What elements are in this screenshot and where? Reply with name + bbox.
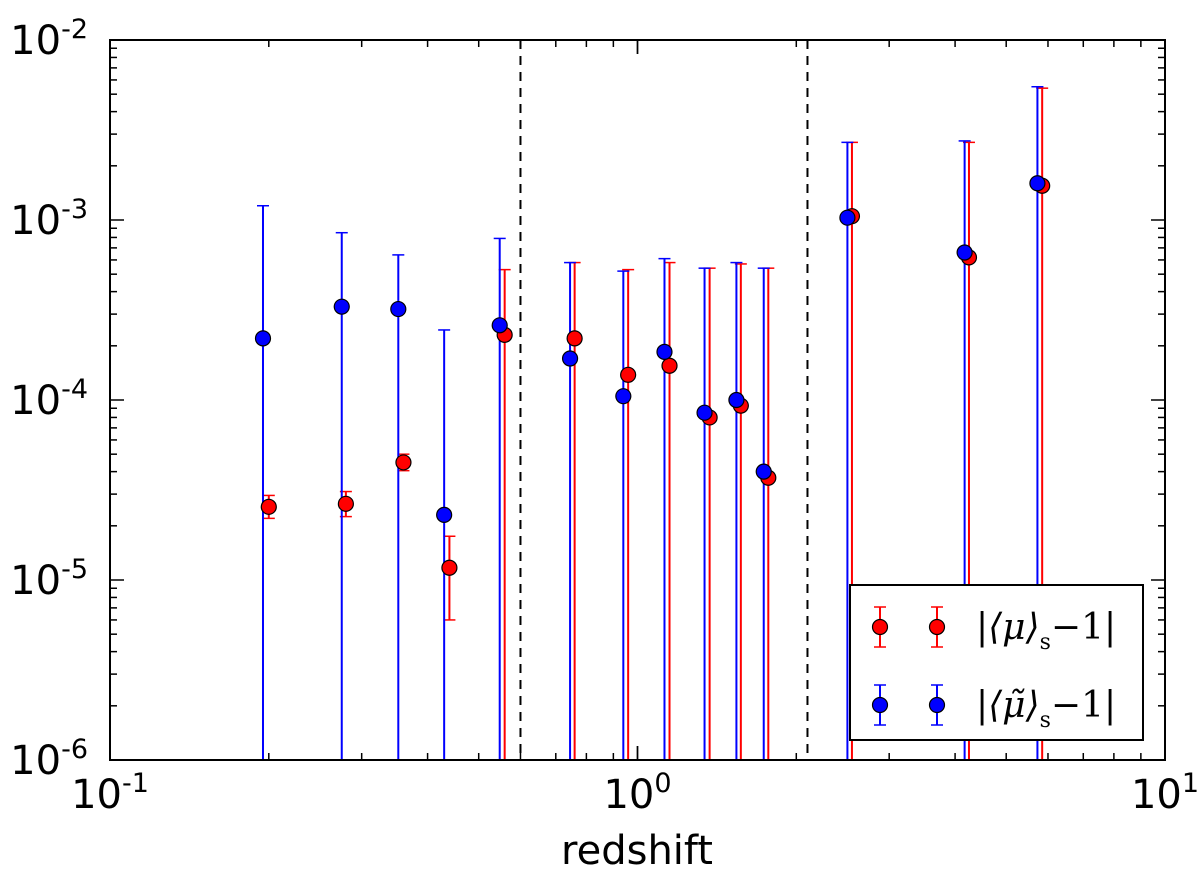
x-tick-label: 101 [1131,768,1199,818]
data-point [337,495,354,512]
data-point [696,404,713,421]
data-point [661,357,678,374]
data-point [254,330,272,347]
series-markers [254,175,1046,523]
legend-marker [871,618,889,636]
y-tick-label: 10-5 [10,554,88,604]
legend-label: |⟨μ⟩s−1| [976,607,1116,655]
data-point [395,454,412,471]
plot-frame [109,39,1166,761]
data-point [728,391,745,409]
data-point [620,366,637,383]
legend-marker [871,696,889,714]
data-point [436,506,453,523]
x-axis-label: redshift [561,828,713,874]
data-point [839,209,856,226]
tick-labels: 10-1 100 101 10-6 10-5 10-4 10-3 10-2 [10,14,1199,818]
data-point [615,388,632,405]
data-point [755,463,772,480]
x-tick-label: 100 [603,768,671,818]
legend: |⟨μ⟩s−1| |⟨μ̃⟩s−1| [849,584,1144,741]
legend-marker [928,618,946,636]
legend-marker [928,696,946,714]
y-tick-label: 10-2 [10,14,88,64]
y-tick-label: 10-6 [10,734,88,784]
data-point [441,559,458,576]
divider-lines [519,40,809,760]
data-point [1029,175,1046,192]
data-point [390,300,407,318]
legend-box [849,584,1144,741]
data-point [561,350,579,367]
x-tick-label: 10-1 [71,768,149,818]
data-point [956,244,973,261]
data-point [491,317,508,334]
legend-label: |⟨μ̃⟩s−1| [976,685,1116,733]
data-point [566,330,583,347]
data-point [260,498,277,515]
data-point [656,343,673,361]
y-tick-label: 10-3 [10,194,88,244]
data-point [333,298,350,315]
y-tick-label: 10-4 [10,374,88,424]
